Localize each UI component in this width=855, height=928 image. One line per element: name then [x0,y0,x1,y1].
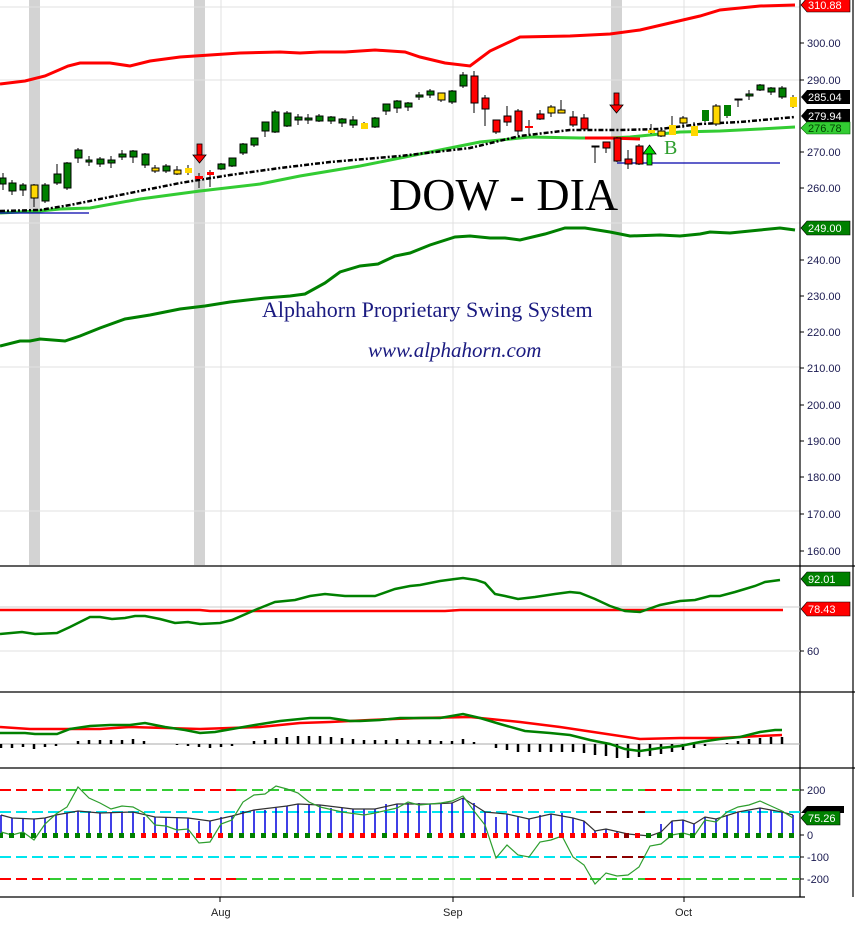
svg-text:310.88: 310.88 [808,0,842,12]
svg-text:75.26: 75.26 [808,813,836,825]
y-tick: 160.00 [807,546,841,558]
cci-signal-markers [0,833,794,838]
tag-upper-band: 310.88 [800,0,851,13]
highlight-bands [29,0,622,565]
y-tick: 180.00 [807,472,841,484]
y-tick: 260.00 [807,183,841,195]
main-gridlines [0,0,800,897]
panel4-y-tick: 0 [807,830,813,842]
svg-text:78.43: 78.43 [808,604,836,616]
panel4-y-tick: -200 [807,874,829,886]
chart-title: DOW - DIA [389,169,618,220]
y-tick: 290.00 [807,75,841,87]
svg-text:249.00: 249.00 [808,223,842,235]
y-tick: 220.00 [807,327,841,339]
panel4-y-tick: 200 [807,785,825,797]
x-axis: Aug Sep Oct [211,897,692,919]
tag-last-close: 285.04 [801,90,850,104]
sell-arrow-icon-1 [192,143,207,164]
x-tick-sep: Sep [443,907,463,919]
tag-panel2-red: 78.43 [800,601,851,617]
svg-text:279.94: 279.94 [808,111,842,123]
y-tick: 190.00 [807,436,841,448]
tag-lower-band: 249.00 [800,220,851,236]
middle-ma-red-segment [585,136,641,141]
y-tick: 240.00 [807,255,841,267]
y-tick: 170.00 [807,509,841,521]
y-tick: 210.00 [807,363,841,375]
svg-text:276.78: 276.78 [808,123,842,135]
x-tick-aug: Aug [211,907,231,919]
svg-text:285.04: 285.04 [808,92,842,104]
panel2-y-tick: 60 [807,646,819,658]
x-tick-oct: Oct [675,907,692,919]
website-url: www.alphahorn.com [368,338,541,362]
sell-arrow-icon-2 [609,92,624,114]
candles [0,71,797,207]
buy-signal-label: B [664,137,677,159]
main-y-axis: 300.00 290.00 270.00 260.00 240.00 230.0… [800,38,841,558]
tag-mid-ma: 276.78 [800,121,851,135]
buy-arrow-icon [642,144,657,166]
panel4-cci: 200 0 -100 -200 [0,785,829,886]
lower-band-line [0,226,796,348]
y-tick: 200.00 [807,400,841,412]
middle-ma-line [0,125,796,215]
upper-band-line [0,3,796,86]
panel-borders [0,0,855,898]
y-tick: 300.00 [807,38,841,50]
svg-text:92.01: 92.01 [808,574,836,586]
panel3-macd [0,712,800,758]
tag-dotted-ma: 279.94 [801,109,850,123]
panel2-oscillator: 60 [0,576,819,658]
y-tick: 270.00 [807,147,841,159]
tag-panel2-green: 92.01 [800,571,851,587]
y-tick: 230.00 [807,291,841,303]
panel4-y-tick: -100 [807,852,829,864]
chart-subtitle: Alphahorn Proprietary Swing System [262,297,593,322]
cci-histogram [0,798,794,835]
tag-panel4-cci: 75.26 [800,806,844,826]
dotted-ma-line [0,115,796,213]
